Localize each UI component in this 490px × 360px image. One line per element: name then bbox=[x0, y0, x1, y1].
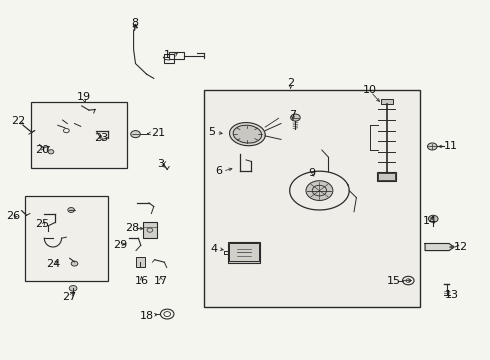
Bar bbox=[143, 222, 157, 238]
Circle shape bbox=[131, 131, 140, 138]
Circle shape bbox=[428, 215, 438, 222]
Text: 18: 18 bbox=[140, 311, 154, 321]
Text: 26: 26 bbox=[6, 211, 21, 221]
Text: 14: 14 bbox=[423, 216, 437, 226]
Text: 21: 21 bbox=[151, 129, 166, 139]
Bar bbox=[377, 172, 396, 181]
Text: 12: 12 bbox=[454, 242, 468, 252]
Bar bbox=[169, 52, 185, 59]
Ellipse shape bbox=[229, 122, 265, 146]
Text: 29: 29 bbox=[113, 240, 127, 250]
Bar bbox=[204, 90, 420, 307]
Bar bbox=[25, 196, 108, 280]
Circle shape bbox=[69, 285, 77, 291]
Text: 20: 20 bbox=[35, 145, 49, 155]
Text: 9: 9 bbox=[309, 168, 316, 178]
Text: 4: 4 bbox=[211, 244, 218, 254]
Text: 23: 23 bbox=[94, 133, 108, 143]
Text: 3: 3 bbox=[157, 159, 165, 169]
Text: 8: 8 bbox=[131, 18, 138, 28]
Text: 1: 1 bbox=[164, 50, 171, 60]
Circle shape bbox=[427, 143, 437, 150]
Text: 15: 15 bbox=[387, 275, 401, 285]
Text: 17: 17 bbox=[154, 275, 168, 285]
Text: 24: 24 bbox=[46, 259, 60, 269]
Bar bbox=[136, 257, 145, 267]
Text: 5: 5 bbox=[208, 127, 215, 138]
Circle shape bbox=[68, 207, 74, 212]
Text: 25: 25 bbox=[35, 219, 49, 229]
Bar bbox=[381, 99, 392, 104]
Circle shape bbox=[291, 114, 300, 121]
Text: 10: 10 bbox=[363, 85, 377, 95]
Text: 11: 11 bbox=[444, 141, 458, 152]
Text: 22: 22 bbox=[11, 116, 25, 126]
Circle shape bbox=[306, 181, 333, 201]
Text: 7: 7 bbox=[290, 110, 296, 120]
Text: 19: 19 bbox=[77, 92, 91, 102]
Bar bbox=[229, 243, 259, 261]
Text: 27: 27 bbox=[63, 292, 77, 302]
Bar bbox=[31, 102, 127, 168]
Ellipse shape bbox=[233, 125, 262, 143]
Text: 6: 6 bbox=[215, 166, 222, 176]
Bar bbox=[164, 54, 174, 63]
Circle shape bbox=[48, 150, 54, 154]
Text: 16: 16 bbox=[135, 275, 149, 285]
Circle shape bbox=[71, 261, 78, 266]
Text: 28: 28 bbox=[125, 222, 139, 233]
Bar bbox=[228, 242, 260, 262]
Text: 2: 2 bbox=[287, 78, 294, 88]
Polygon shape bbox=[425, 243, 454, 251]
Text: 13: 13 bbox=[444, 290, 459, 300]
Bar bbox=[378, 173, 395, 180]
